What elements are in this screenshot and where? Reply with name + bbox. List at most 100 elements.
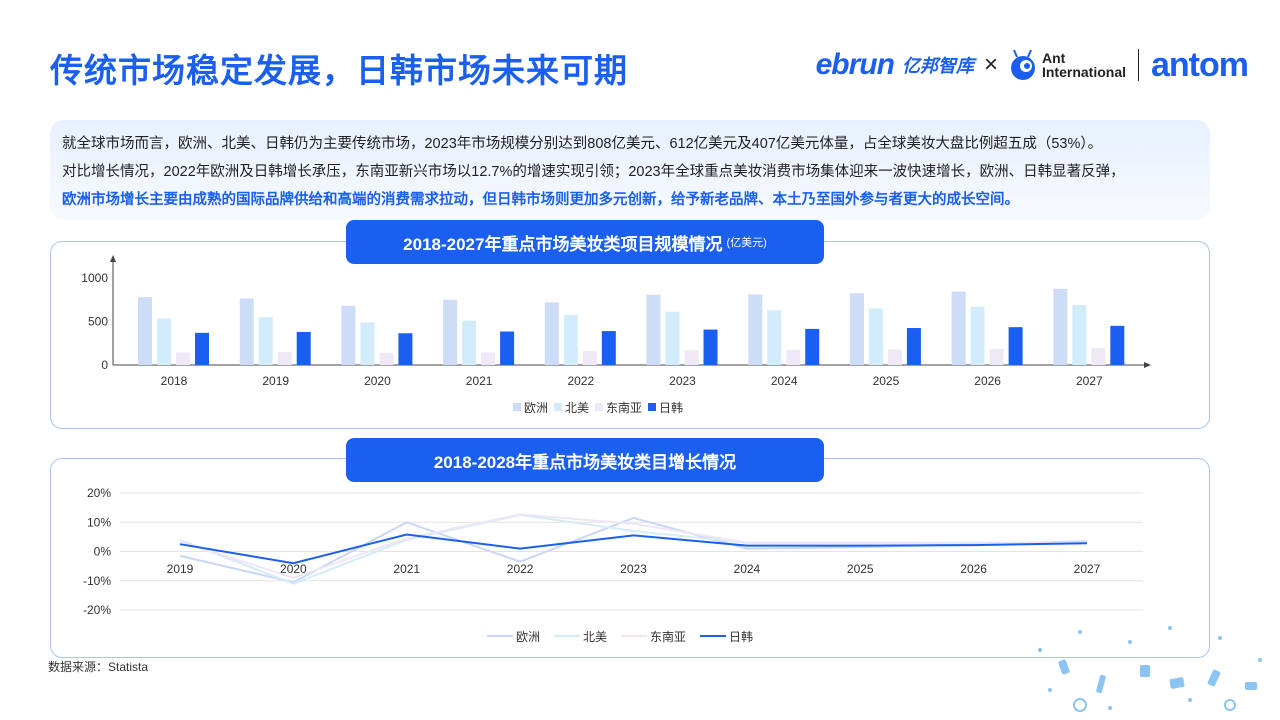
bar-2019-日韩 [296,331,311,365]
bar-x-axis-arrow [1144,362,1151,368]
bar-2020-日韩 [398,333,413,365]
line-legend-label-日韩: 日韩 [729,629,753,644]
line-y-tick-label: 20% [87,486,111,500]
bar-2026-欧洲 [951,291,966,365]
bar-legend-label-东南亚: 东南亚 [606,400,642,415]
bar-x-tick-label: 2019 [262,374,289,388]
bar-2025-北美 [868,308,883,365]
line-legend-label-东南亚: 东南亚 [650,629,686,644]
bar-2023-日韩 [703,329,718,365]
bar-x-tick-label: 2026 [974,374,1001,388]
data-source: 数据来源：Statista [48,660,149,674]
line-x-tick-label: 2024 [734,562,761,576]
logo-divider [1138,49,1139,81]
bar-chart-unit: (亿美元) [726,237,767,249]
page-title: 传统市场稳定发展，日韩市场未来可期 [50,52,628,89]
bar-2021-东南亚 [481,352,496,365]
bar-x-tick-label: 2025 [873,374,900,388]
ebrun-cn-logo: 亿邦智库 [901,56,974,76]
bar-2022-北美 [563,314,578,365]
bar-legend-label-北美: 北美 [565,401,589,415]
bar-2018-欧洲 [138,297,153,365]
bar-2022-欧洲 [544,302,559,365]
bar-y-tick-label: 0 [101,358,108,372]
bar-x-tick-label: 2020 [364,374,391,388]
bar-2019-北美 [258,317,273,365]
bar-2021-北美 [462,320,477,365]
bar-2025-欧洲 [849,293,864,365]
bar-2018-东南亚 [176,352,191,365]
ebrun-logo: ebrun [815,48,895,81]
bar-y-axis-arrow [110,255,116,262]
bar-y-tick-label: 500 [88,315,108,329]
ant-mascot-icon [1010,49,1035,80]
bar-2022-东南亚 [582,351,597,365]
bar-legend-swatch-北美 [554,403,562,411]
line-legend-label-北美: 北美 [583,630,607,644]
bar-2027-东南亚 [1091,348,1106,365]
antom-logo: antom [1151,45,1249,84]
line-x-tick-label: 2023 [620,562,647,576]
bar-x-tick-label: 2023 [669,374,696,388]
line-y-tick-label: -10% [83,574,111,588]
bar-2024-东南亚 [786,349,801,365]
bar-2021-欧洲 [443,299,458,365]
bar-x-tick-label: 2024 [771,374,798,388]
bar-x-tick-label: 2027 [1076,374,1103,388]
line-x-tick-label: 2022 [507,562,534,576]
collab-x: × [983,51,998,78]
bar-2024-欧洲 [748,294,763,365]
line-x-tick-label: 2020 [280,562,307,576]
ant-international-logo: Ant International [1008,48,1126,82]
bar-2018-北美 [157,318,172,365]
line-x-tick-label: 2025 [847,562,874,576]
bar-2023-北美 [665,311,680,365]
bar-2023-欧洲 [646,294,661,365]
bar-legend-label-欧洲: 欧洲 [524,401,548,415]
bar-2024-北美 [767,310,782,365]
bar-y-tick-label: 1000 [81,271,108,285]
line-legend-label-欧洲: 欧洲 [516,630,540,644]
bar-x-tick-label: 2022 [567,374,594,388]
bar-2025-日韩 [906,328,921,365]
bar-2027-日韩 [1110,325,1125,365]
summary-box: 就全球市场而言，欧洲、北美、日韩仍为主要传统市场，2023年市场规模分别达到80… [50,120,1210,220]
bar-x-tick-label: 2018 [161,374,188,388]
summary-line2: 对比增长情况，2022年欧洲及日韩增长承压，东南亚新兴市场以12.7%的增速实现… [62,164,1125,180]
bar-2021-日韩 [500,331,515,365]
bar-2020-东南亚 [379,352,394,365]
bar-2026-东南亚 [989,348,1004,365]
line-y-tick-label: 0% [94,545,112,559]
bar-2020-北美 [360,322,375,365]
bar-2026-日韩 [1008,327,1023,365]
bar-2024-日韩 [805,328,820,365]
line-x-tick-label: 2021 [393,562,420,576]
bar-2027-欧洲 [1053,288,1068,365]
line-x-tick-label: 2027 [1074,562,1101,576]
bar-chart-title: 2018-2027年重点市场美妆类项目规模情况 (亿美元) [346,220,824,264]
line-y-tick-label: -20% [83,603,111,617]
bar-2027-北美 [1072,304,1087,365]
bar-2022-日韩 [601,331,616,365]
line-x-tick-label: 2026 [960,562,987,576]
bar-legend-swatch-欧洲 [513,403,521,411]
partner-logos: ebrun 亿邦智库 × Ant International antom [815,40,1249,90]
bar-2019-欧洲 [239,298,254,365]
summary-highlight: 欧洲市场增长主要由成熟的国际品牌供给和高端的消费需求拉动，但日韩市场则更加多元创… [62,192,1019,208]
bar-2020-欧洲 [341,305,356,365]
line-y-tick-label: 10% [87,515,111,529]
line-x-tick-label: 2019 [167,562,194,576]
bar-2019-东南亚 [277,351,292,365]
cosmetics-decoration-icon [1038,626,1262,712]
ant-line2: International [1041,64,1126,80]
bar-legend-swatch-日韩 [648,403,656,411]
line-chart-title-text: 2018-2028年重点市场美妆类目增长情况 [433,452,737,472]
bar-2026-北美 [970,306,985,365]
bar-2018-日韩 [195,332,210,365]
line-series-东南亚 [179,513,1087,579]
bar-legend-label-日韩: 日韩 [659,400,683,415]
line-chart-title: 2018-2028年重点市场美妆类目增长情况 [346,438,824,482]
bar-2023-东南亚 [684,350,699,365]
line-series-日韩 [179,533,1088,565]
